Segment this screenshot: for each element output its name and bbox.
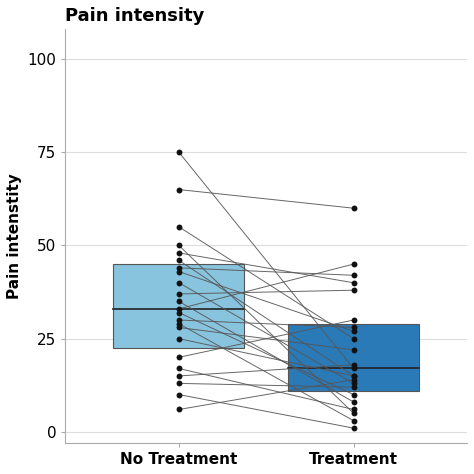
Point	[350, 372, 357, 380]
Point	[175, 380, 182, 387]
Point	[350, 324, 357, 331]
Point	[350, 361, 357, 369]
Point	[175, 223, 182, 231]
Point	[175, 186, 182, 193]
Point	[175, 256, 182, 264]
Bar	[288, 324, 419, 391]
Point	[175, 324, 182, 331]
Point	[350, 406, 357, 413]
Point	[175, 264, 182, 272]
Point	[350, 328, 357, 335]
Point	[175, 320, 182, 328]
Point	[350, 365, 357, 372]
Point	[175, 268, 182, 275]
Point	[350, 286, 357, 294]
Point	[350, 335, 357, 342]
Point	[350, 204, 357, 212]
Point	[175, 305, 182, 313]
Point	[175, 242, 182, 249]
Point	[175, 279, 182, 287]
Point	[350, 376, 357, 383]
Point	[350, 391, 357, 398]
Y-axis label: Pain intenstity: Pain intenstity	[7, 173, 22, 299]
Point	[175, 316, 182, 324]
Point	[350, 383, 357, 391]
Bar	[113, 264, 245, 348]
Point	[350, 372, 357, 380]
Point	[175, 372, 182, 380]
Point	[175, 290, 182, 298]
Point	[175, 298, 182, 305]
Point	[175, 391, 182, 398]
Point	[175, 406, 182, 413]
Point	[350, 424, 357, 432]
Point	[175, 148, 182, 156]
Point	[350, 279, 357, 287]
Point	[350, 346, 357, 354]
Point	[175, 335, 182, 342]
Point	[175, 249, 182, 257]
Point	[350, 398, 357, 406]
Point	[175, 309, 182, 316]
Text: Pain intensity: Pain intensity	[65, 7, 205, 25]
Point	[350, 410, 357, 417]
Point	[175, 354, 182, 361]
Point	[350, 260, 357, 268]
Point	[350, 316, 357, 324]
Point	[350, 380, 357, 387]
Point	[350, 272, 357, 279]
Point	[175, 365, 182, 372]
Point	[350, 417, 357, 424]
